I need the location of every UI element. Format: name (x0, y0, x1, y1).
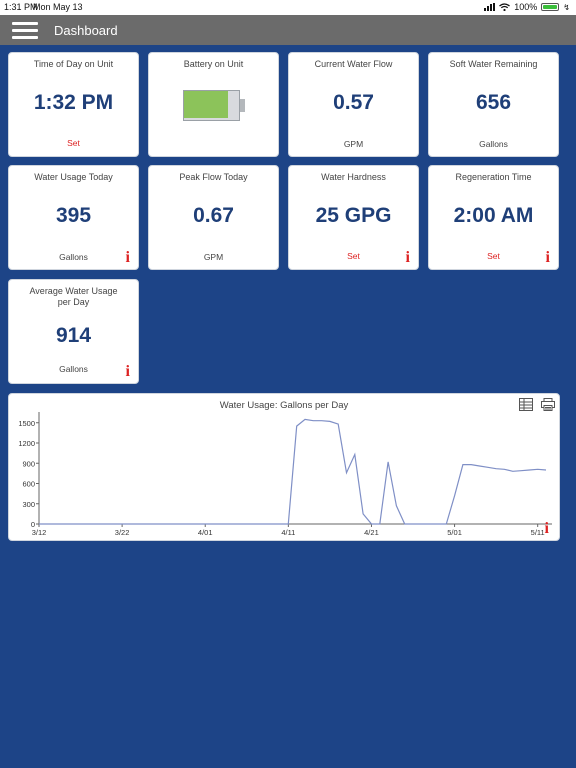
x-tick-label: 4/21 (364, 528, 379, 537)
card-current-flow: Current Water Flow 0.57 GPM (288, 52, 419, 157)
table-view-icon[interactable] (519, 398, 533, 411)
card-hardness: Water Hardness 25 GPG Set i (288, 165, 419, 270)
unit-label: Gallons (479, 139, 508, 149)
set-time-button[interactable]: Set (67, 138, 80, 148)
current-flow-value: 0.57 (333, 91, 374, 114)
card-time-of-day: Time of Day on Unit 1:32 PM Set (8, 52, 139, 157)
status-icons: 100% ↯ (484, 2, 570, 12)
battery-icon (183, 90, 245, 121)
card-label: Average Water Usage per Day (29, 286, 118, 307)
card-label: Water Usage Today (34, 172, 113, 182)
status-date: Mon May 13 (33, 2, 83, 12)
time-of-day-value: 1:32 PM (33, 91, 114, 114)
y-tick-label: 900 (22, 459, 35, 468)
unit-label: GPM (203, 252, 224, 262)
unit-label: Gallons (59, 364, 88, 374)
card-battery: Battery on Unit (148, 52, 279, 157)
x-tick-label: 5/11 (531, 528, 545, 537)
cellular-signal-icon (484, 3, 496, 11)
card-label: Peak Flow Today (179, 172, 248, 182)
y-tick-label: 600 (22, 480, 35, 489)
chart-title: Water Usage: Gallons per Day (219, 400, 349, 411)
info-icon[interactable]: i (125, 363, 130, 380)
battery-percent: 100% (514, 2, 538, 12)
usage-today-value: 395 (55, 204, 92, 227)
card-peak-flow: Peak Flow Today 0.67 GPM (148, 165, 279, 270)
y-tick-label: 0 (31, 520, 35, 529)
average-usage-value: 914 (55, 324, 92, 347)
info-icon[interactable]: i (545, 249, 550, 266)
regeneration-time-value: 2:00 AM (453, 204, 534, 227)
unit-label: GPM (343, 139, 364, 149)
card-label: Water Hardness (321, 172, 386, 182)
info-icon[interactable]: i (544, 520, 549, 537)
card-regeneration-time: Regeneration Time 2:00 AM Set i (428, 165, 559, 270)
y-tick-label: 1500 (18, 419, 35, 428)
x-tick-label: 3/12 (32, 528, 47, 537)
card-usage-today: Water Usage Today 395 Gallons i (8, 165, 139, 270)
card-label: Current Water Flow (314, 59, 393, 69)
water-usage-chart: 0 300 600 900 1200 1500 3/12 3/22 4/01 4/11 4/21 5/… (18, 412, 552, 537)
battery-status-icon (541, 3, 560, 11)
card-label: Time of Day on Unit (33, 59, 114, 69)
peak-flow-value: 0.67 (193, 204, 234, 227)
card-label: Regeneration Time (455, 172, 532, 182)
wifi-icon (499, 3, 511, 11)
hardness-value: 25 GPG (315, 204, 392, 227)
card-label: Battery on Unit (183, 59, 244, 69)
hamburger-menu-icon[interactable] (12, 22, 38, 39)
set-regeneration-button[interactable]: Set (487, 251, 500, 261)
page-title: Dashboard (54, 23, 118, 38)
status-bar: 1:31 PM Mon May 13 100% ↯ (0, 0, 576, 15)
card-average-usage: Average Water Usage per Day 914 Gallons … (8, 279, 139, 384)
nav-bar: Dashboard (0, 15, 576, 45)
charging-icon: ↯ (563, 2, 570, 12)
card-label: Soft Water Remaining (449, 59, 538, 69)
card-soft-water: Soft Water Remaining 656 Gallons (428, 52, 559, 157)
print-icon[interactable] (541, 398, 555, 411)
x-tick-label: 4/11 (281, 528, 295, 537)
water-usage-chart-card: Water Usage: Gallons per Day 0 300 600 900 1… (8, 393, 560, 541)
x-tick-label: 5/01 (447, 528, 462, 537)
info-icon[interactable]: i (125, 249, 130, 266)
unit-label: Gallons (59, 252, 88, 262)
y-tick-label: 300 (22, 500, 35, 509)
soft-water-value: 656 (475, 91, 512, 114)
x-tick-label: 3/22 (115, 528, 130, 537)
info-icon[interactable]: i (405, 249, 410, 266)
set-hardness-button[interactable]: Set (347, 251, 360, 261)
x-tick-label: 4/01 (198, 528, 213, 537)
usage-series-line (39, 418, 547, 525)
y-tick-label: 1200 (18, 439, 35, 448)
status-time: 1:31 PM (4, 2, 38, 12)
